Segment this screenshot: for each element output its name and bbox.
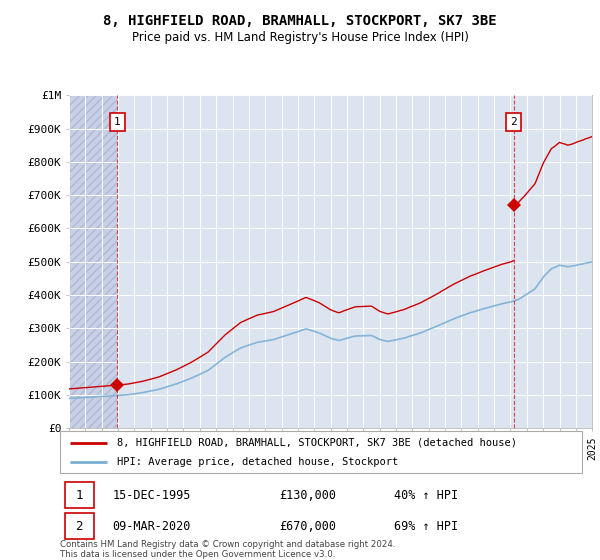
Bar: [69, 95, 118, 428]
Text: 8, HIGHFIELD ROAD, BRAMHALL, STOCKPORT, SK7 3BE (detached house): 8, HIGHFIELD ROAD, BRAMHALL, STOCKPORT, …: [118, 437, 517, 447]
Text: 40% ↑ HPI: 40% ↑ HPI: [394, 489, 458, 502]
Text: 8, HIGHFIELD ROAD, BRAMHALL, STOCKPORT, SK7 3BE: 8, HIGHFIELD ROAD, BRAMHALL, STOCKPORT, …: [103, 14, 497, 28]
Text: 2: 2: [510, 117, 517, 127]
Bar: [65, 514, 94, 539]
Text: £130,000: £130,000: [279, 489, 336, 502]
Text: 1: 1: [76, 489, 83, 502]
Bar: [65, 483, 94, 508]
Text: 69% ↑ HPI: 69% ↑ HPI: [394, 520, 458, 533]
Text: £670,000: £670,000: [279, 520, 336, 533]
Text: HPI: Average price, detached house, Stockport: HPI: Average price, detached house, Stoc…: [118, 457, 398, 467]
Text: 1: 1: [114, 117, 121, 127]
Text: Price paid vs. HM Land Registry's House Price Index (HPI): Price paid vs. HM Land Registry's House …: [131, 31, 469, 44]
Text: Contains HM Land Registry data © Crown copyright and database right 2024.
This d: Contains HM Land Registry data © Crown c…: [60, 540, 395, 559]
Text: 09-MAR-2020: 09-MAR-2020: [112, 520, 191, 533]
Text: 2: 2: [76, 520, 83, 533]
Text: 15-DEC-1995: 15-DEC-1995: [112, 489, 191, 502]
